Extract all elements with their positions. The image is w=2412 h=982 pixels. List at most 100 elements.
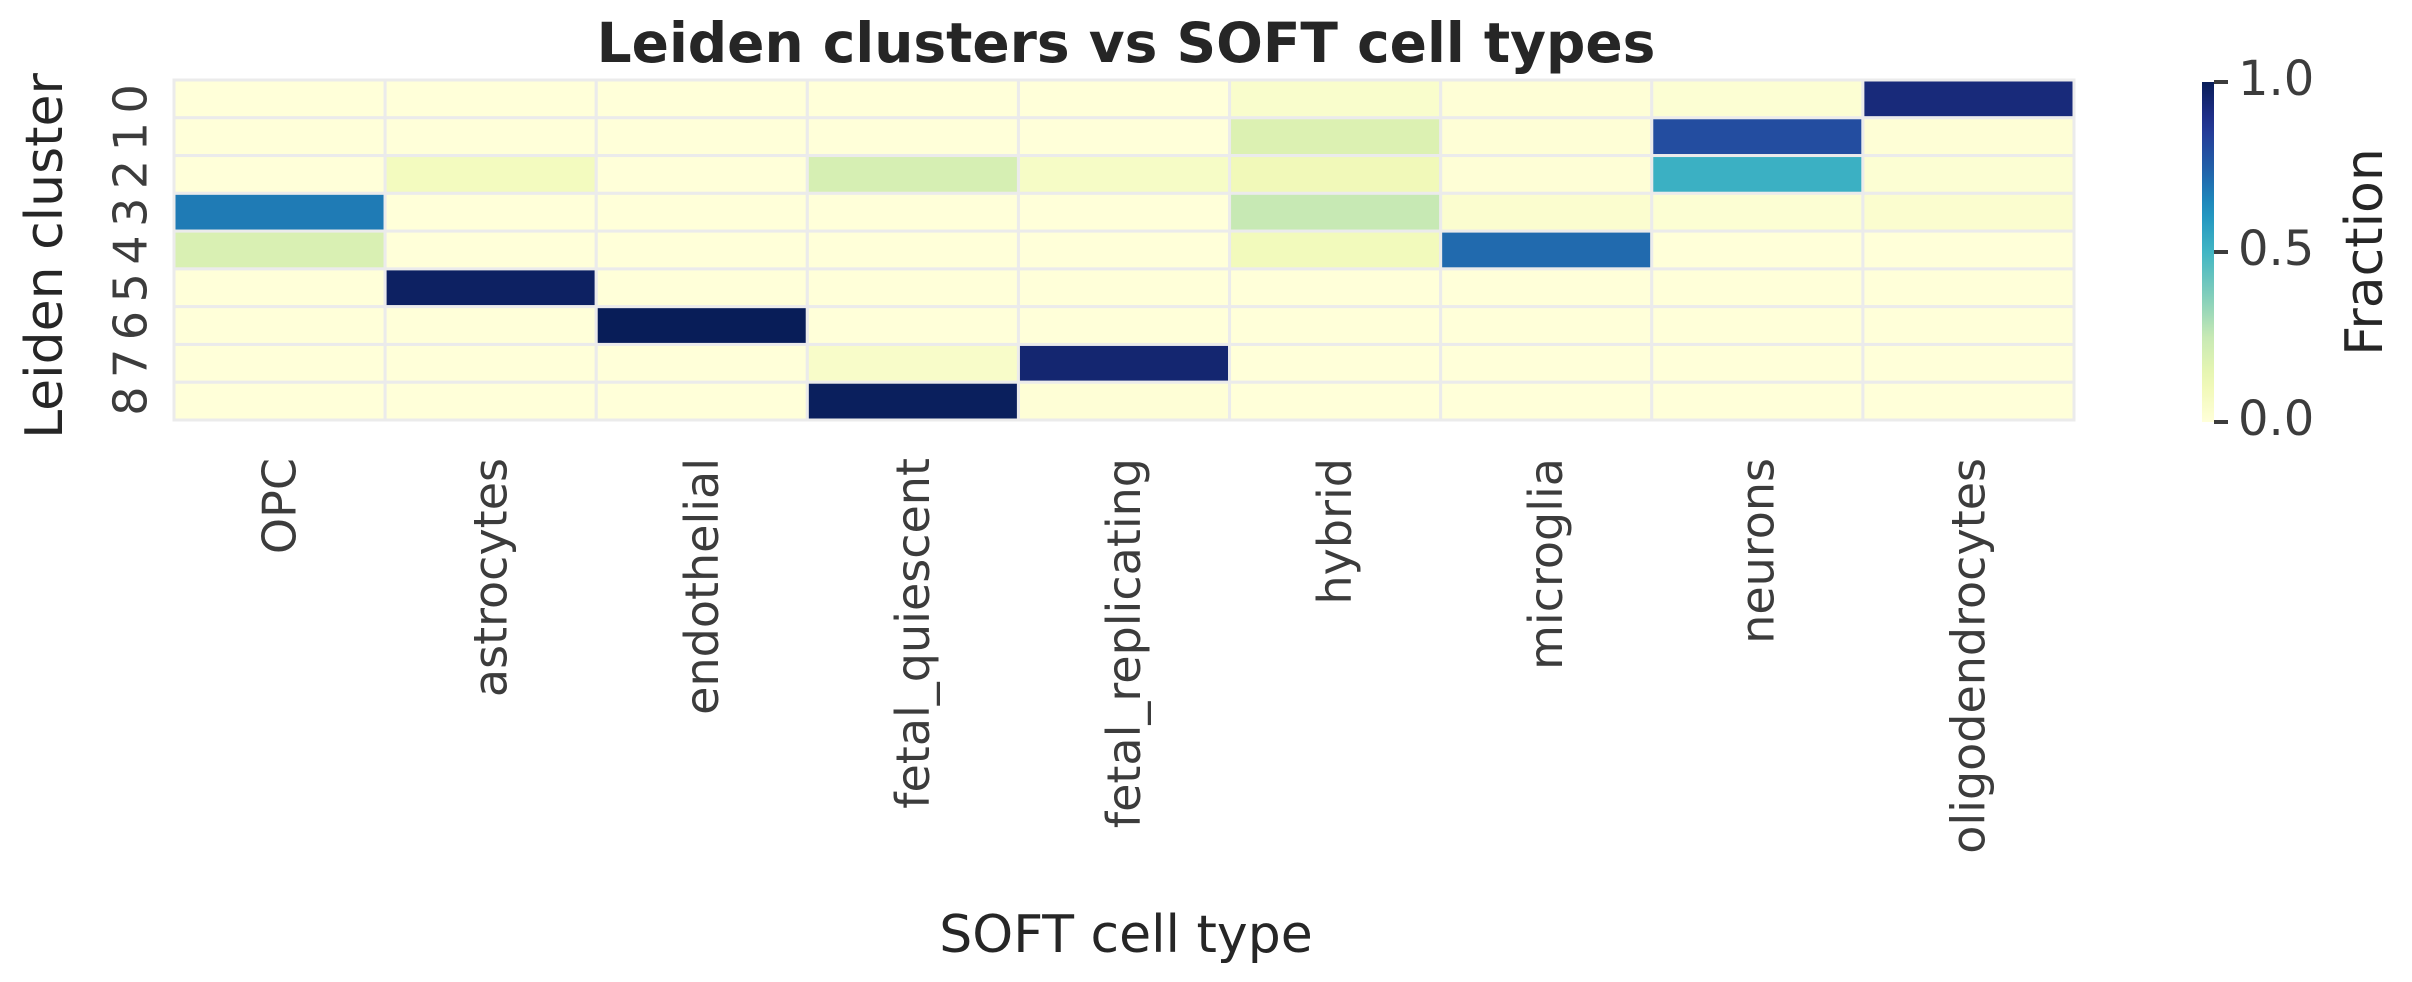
heatmap-cell <box>383 380 598 422</box>
heatmap-cell <box>1650 154 1865 195</box>
heatmap-cell <box>805 78 1020 120</box>
heatmap-cell <box>172 116 387 158</box>
heatmap-cell <box>1439 116 1654 158</box>
heatmap-cell <box>1650 191 1865 233</box>
x-tick-label: astrocytes <box>464 458 518 697</box>
chart-title: Leiden clusters vs SOFT cell types <box>597 11 1656 75</box>
colorbar: 0.0 0.5 1.0 Fraction <box>2202 51 2395 447</box>
heatmap-cell <box>805 380 1020 422</box>
heatmap-cell <box>594 342 809 384</box>
y-tick-label: 4 <box>104 235 158 264</box>
heatmap-cell <box>1861 305 2076 346</box>
heatmap-cell <box>1228 229 1443 271</box>
heatmap-cell <box>1650 305 1865 346</box>
heatmap-cell <box>1228 154 1443 195</box>
heatmap-cell <box>594 380 809 422</box>
heatmap-cell <box>383 78 598 120</box>
heatmap-cell <box>1439 154 1654 195</box>
heatmap-cell <box>1016 78 1232 120</box>
heatmap-cell <box>1016 305 1232 346</box>
heatmap-cell <box>1861 191 2076 233</box>
heatmap-cell <box>383 342 598 384</box>
heatmap-cell <box>172 191 387 233</box>
heatmap-cell <box>383 191 598 233</box>
heatmap-cell <box>805 154 1020 195</box>
heatmap-cell <box>1439 229 1654 271</box>
heatmap-cell <box>1650 380 1865 422</box>
heatmap-cell <box>1228 191 1443 233</box>
x-tick-label: hybrid <box>1308 458 1362 604</box>
heatmap-cell <box>1861 342 2076 384</box>
heatmap-cell <box>172 305 387 346</box>
heatmap-cell <box>1439 78 1654 120</box>
colorbar-tick-label: 0.5 <box>2238 221 2314 277</box>
x-axis-label: SOFT cell type <box>939 905 1312 965</box>
heatmap-cell <box>594 116 809 158</box>
heatmap-cell <box>594 154 809 195</box>
y-tick-label: 0 <box>104 84 158 113</box>
heatmap-cell <box>1439 342 1654 384</box>
x-tick-label: OPC <box>253 458 307 554</box>
x-tick-label: fetal_replicating <box>1097 458 1151 828</box>
heatmap-cell <box>1228 267 1443 309</box>
x-tick-labels: OPC astrocytes endothelial fetal_quiescent f… <box>253 458 1996 854</box>
heatmap-cell <box>1650 342 1865 384</box>
heatmap-cell <box>1861 229 2076 271</box>
heatmap-cell <box>172 380 387 422</box>
heatmap-cell <box>1228 116 1443 158</box>
heatmap-cell <box>1650 116 1865 158</box>
colorbar-label: Fraction <box>2335 148 2395 356</box>
heatmap-cell <box>805 229 1020 271</box>
heatmap-cell <box>805 191 1020 233</box>
heatmap-cell <box>172 267 387 309</box>
heatmap-cell <box>383 267 598 309</box>
heatmap-cell <box>805 305 1020 346</box>
y-tick-label: 8 <box>104 386 158 415</box>
heatmap-cell <box>1228 342 1443 384</box>
x-tick-label: neurons <box>1730 458 1784 644</box>
x-tick-label: oligodendrocytes <box>1941 458 1995 854</box>
heatmap-cell <box>1016 342 1232 384</box>
heatmap-cell <box>1439 380 1654 422</box>
heatmap-cell <box>594 229 809 271</box>
y-tick-label: 3 <box>104 198 158 227</box>
heatmap-cell <box>1861 154 2076 195</box>
heatmap-cell <box>1439 191 1654 233</box>
heatmap-cell <box>172 154 387 195</box>
heatmap-cell <box>594 305 809 346</box>
heatmap-cell <box>1016 380 1232 422</box>
colorbar-tick-label: 1.0 <box>2238 51 2314 107</box>
heatmap-cell <box>1228 305 1443 346</box>
heatmap-cell <box>1228 78 1443 120</box>
heatmap-cell <box>594 191 809 233</box>
heatmap-cell <box>172 78 387 120</box>
colorbar-tick-label: 0.0 <box>2238 391 2314 447</box>
y-tick-label: 1 <box>104 122 158 151</box>
heatmap-cell <box>172 229 387 271</box>
y-tick-label: 5 <box>104 273 158 302</box>
heatmap-cell <box>1861 267 2076 309</box>
heatmap-cell <box>1228 380 1443 422</box>
y-tick-label: 2 <box>104 160 158 189</box>
y-tick-label: 7 <box>104 349 158 378</box>
colorbar-ticks: 0.0 0.5 1.0 <box>2214 51 2314 447</box>
heatmap-cell <box>172 342 387 384</box>
heatmap-cell <box>1861 116 2076 158</box>
x-tick-label: endothelial <box>675 458 729 715</box>
heatmap-cell <box>383 154 598 195</box>
heatmap-cell <box>1016 116 1232 158</box>
heatmap-cell <box>1016 267 1232 309</box>
x-tick-label: microglia <box>1519 458 1573 670</box>
heatmap-cell <box>805 116 1020 158</box>
colorbar-gradient-bar <box>2202 82 2214 422</box>
heatmap-cell <box>383 305 598 346</box>
heatmap-cell <box>1650 78 1865 120</box>
heatmap-cell <box>1650 267 1865 309</box>
heatmap-cell <box>1016 154 1232 195</box>
heatmap-cell <box>383 229 598 271</box>
heatmap-cell <box>1861 78 2076 120</box>
heatmap-cell <box>1439 305 1654 346</box>
heatmap-cell <box>1016 229 1232 271</box>
heatmap-cell <box>383 116 598 158</box>
